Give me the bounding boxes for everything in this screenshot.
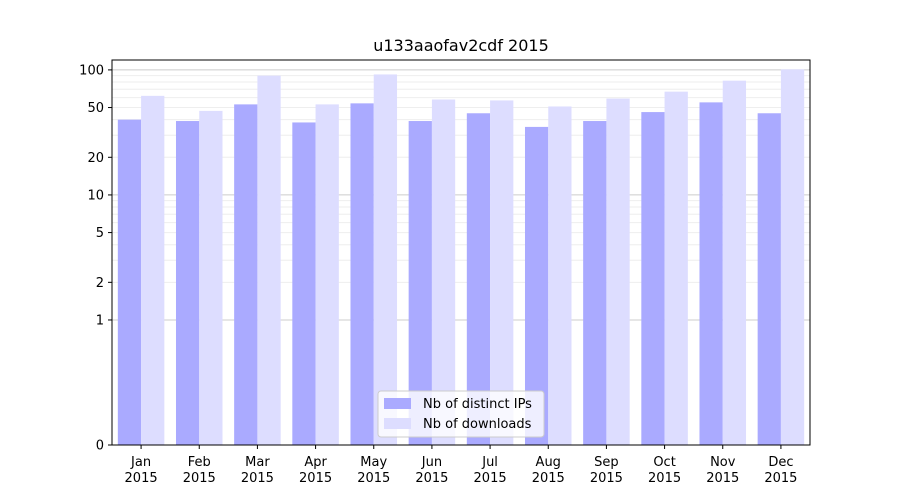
plot-frame [111, 59, 811, 446]
y-tick-label: 100 [79, 63, 104, 78]
bar [466, 113, 491, 445]
bar [722, 80, 747, 445]
x-tick-label-year: 2015 [532, 471, 565, 486]
x-tick-label-month: Aug [536, 455, 561, 470]
x-tick-label-month: Jul [481, 455, 498, 470]
bar [234, 104, 258, 445]
bar [606, 98, 630, 446]
y-tick-label: 20 [87, 151, 104, 166]
bar [699, 102, 723, 445]
x-tick-label-year: 2015 [241, 471, 274, 486]
y-tick-label: 10 [87, 188, 104, 203]
x-tick-label-month: May [360, 455, 387, 470]
legend-swatch [384, 418, 411, 429]
x-tick-label-month: Jan [130, 455, 151, 470]
bar [641, 112, 665, 445]
x-tick-label-year: 2015 [183, 471, 216, 486]
bar [117, 119, 142, 446]
bar [757, 113, 781, 445]
x-tick-label-year: 2015 [357, 471, 390, 486]
chart-title: u133aaofav2cdf 2015 [373, 36, 549, 55]
y-tick-label: 0 [96, 439, 104, 454]
y-tick-label: 2 [96, 276, 104, 291]
x-axis: Jan2015Feb2015Mar2015Apr2015May2015Jun20… [125, 445, 797, 486]
bar [175, 121, 200, 446]
y-axis: 0 1 2 5 10 20 50 100 [79, 63, 112, 454]
bar [315, 104, 339, 445]
bars [117, 69, 805, 446]
x-tick-label-month: Dec [768, 455, 793, 470]
legend-label: Nb of downloads [423, 417, 532, 432]
bar [350, 103, 374, 446]
x-tick-label-year: 2015 [764, 471, 797, 486]
x-tick-label-month: Sep [594, 455, 619, 470]
x-tick-label-year: 2015 [706, 471, 739, 486]
legend-label: Nb of distinct IPs [423, 397, 532, 412]
bar [780, 69, 805, 445]
x-tick-label-year: 2015 [474, 471, 507, 486]
x-tick-label-month: Oct [653, 455, 675, 470]
bar [199, 110, 223, 445]
x-tick-label-year: 2015 [590, 471, 623, 486]
x-tick-label-year: 2015 [125, 471, 158, 486]
legend-swatch [384, 398, 411, 409]
bar [373, 74, 398, 445]
x-tick-label-year: 2015 [415, 471, 448, 486]
x-tick-label-year: 2015 [648, 471, 681, 486]
x-tick-label-month: Apr [304, 455, 327, 470]
bar [490, 100, 514, 445]
bar [408, 121, 432, 446]
bar [141, 95, 165, 446]
x-tick-label-month: Mar [245, 455, 270, 470]
y-tick-label: 5 [96, 226, 104, 241]
legend-box [377, 390, 545, 438]
bar [292, 122, 316, 445]
x-tick-label-month: Jun [421, 455, 442, 470]
bar [664, 91, 688, 445]
x-tick-label-year: 2015 [299, 471, 332, 486]
x-tick-label-month: Nov [710, 455, 736, 470]
x-tick-label-month: Feb [188, 455, 211, 470]
bar [583, 121, 607, 446]
y-tick-label: 1 [96, 313, 104, 328]
legend: Nb of distinct IPs Nb of downloads [377, 390, 545, 438]
bar [257, 75, 281, 446]
bar [548, 106, 572, 445]
y-tick-label: 50 [87, 101, 104, 116]
bar [431, 99, 456, 446]
grid-lines [112, 69, 810, 321]
bar [524, 126, 549, 446]
